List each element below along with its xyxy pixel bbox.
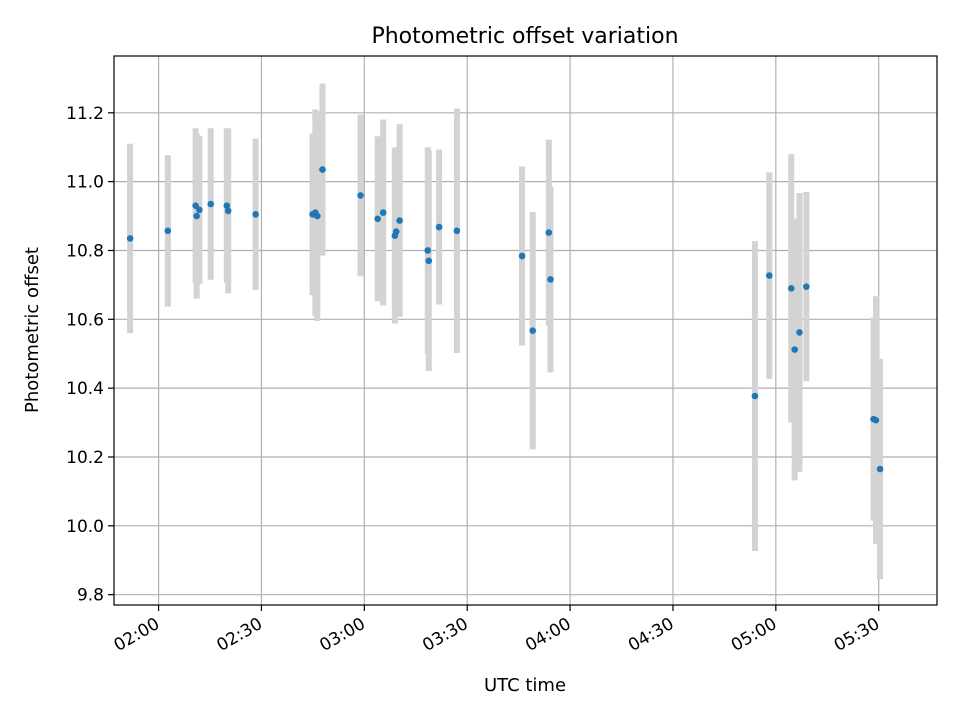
y-tick-label: 10.6: [66, 310, 104, 330]
data-point: [252, 211, 259, 218]
data-point: [796, 329, 803, 336]
data-point: [518, 252, 526, 260]
data-point: [396, 217, 403, 224]
data-point: [224, 207, 232, 215]
data-point: [424, 247, 432, 254]
y-tick-label: 10.4: [66, 379, 104, 399]
data-point: [196, 206, 203, 214]
data-point: [787, 285, 795, 292]
y-tick-label: 10.2: [66, 448, 104, 468]
y-axis-ticks: 9.8 10.0 10.2 10.4 10.6 10.8 11.0 11.2: [66, 104, 114, 606]
y-axis-label: Photometric offset: [22, 247, 43, 413]
data-point: [791, 346, 798, 353]
data-points: [126, 166, 884, 473]
data-point: [314, 212, 321, 220]
y-tick-label: 10.8: [66, 241, 104, 261]
data-point: [126, 235, 134, 242]
data-point: [872, 416, 880, 424]
data-point: [545, 229, 553, 236]
data-point: [319, 166, 326, 173]
data-point: [435, 223, 443, 231]
data-point: [193, 212, 200, 220]
data-point: [803, 283, 810, 290]
data-point: [751, 392, 759, 400]
data-point: [766, 272, 773, 279]
x-axis-label: UTC time: [484, 675, 566, 696]
data-point: [425, 257, 433, 265]
y-tick-label: 9.8: [77, 586, 104, 606]
data-point: [207, 200, 215, 208]
y-tick-label: 11.0: [66, 173, 104, 193]
data-point: [529, 327, 537, 334]
data-point: [164, 227, 172, 235]
y-tick-label: 11.2: [66, 104, 104, 124]
data-point: [223, 202, 231, 210]
data-point: [876, 465, 884, 473]
data-point: [357, 192, 364, 199]
y-tick-label: 10.0: [66, 517, 104, 537]
data-point: [379, 209, 387, 216]
plot-frame: [113, 55, 938, 606]
data-point: [374, 215, 382, 223]
data-point: [453, 227, 461, 235]
chart-title: Photometric offset variation: [371, 24, 678, 49]
data-point: [547, 276, 554, 283]
data-point: [392, 228, 400, 235]
